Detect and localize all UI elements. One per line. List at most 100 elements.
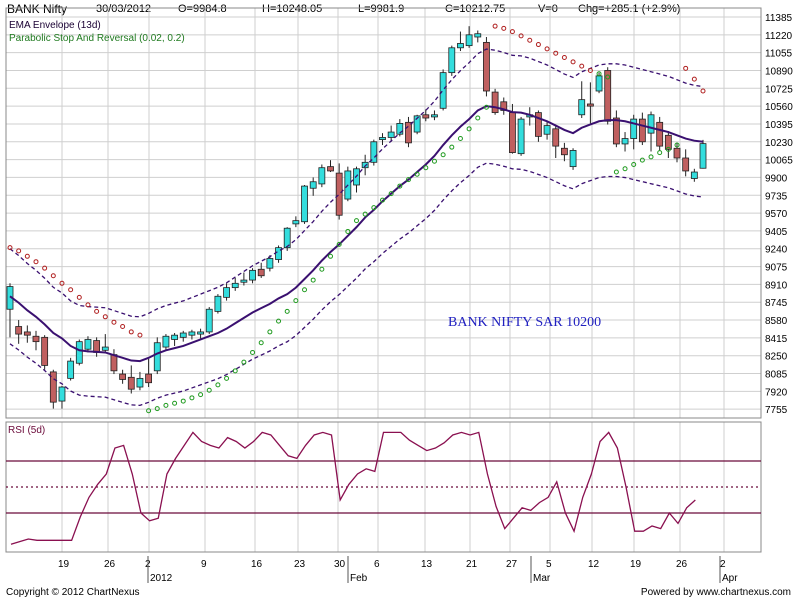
sar-dot-above [501,25,507,31]
candle [612,110,620,148]
candle-body-down [664,134,672,150]
candle-body-up [205,308,213,333]
candle [604,67,612,125]
envelope-lower [9,162,704,407]
candle [179,330,187,342]
candle [578,81,586,119]
date-tick-label: 6 [374,559,380,570]
main-plot-frame [5,7,762,419]
candle-body-up [387,131,395,138]
candle [379,133,386,146]
candle-body-up [699,143,707,169]
sar-dot-above [700,88,706,94]
candle [101,334,109,353]
candle [465,26,473,48]
sar-dots [7,23,706,414]
sar-dot-below [440,152,446,158]
candle-body-down [500,101,508,111]
candle [84,336,92,353]
candle-body-up [690,171,698,179]
candle [483,36,490,97]
candle [15,320,23,344]
sar-legend: Parabolic Stop And Reversal (0.02, 0.2) [9,33,185,44]
date-tick-label: 2 [720,559,726,570]
candle [205,307,213,335]
sar-dot-below [674,142,680,148]
candle [638,112,646,146]
chart-grid [6,8,761,552]
candle-body-up [197,331,204,335]
date-tick-label: 26 [676,559,688,570]
sar-dot-below [613,169,619,175]
candle-body-up [240,279,248,283]
sar-dot-above [50,273,56,279]
copyright-text: Copyright © 2012 ChartNexus [6,587,140,598]
close-label: C=10212.75 [445,3,506,15]
candle [361,154,369,176]
price-tick-label: 7755 [765,405,788,416]
sar-dot-above [518,33,524,39]
sar-dot-above [24,253,30,259]
candle-body-up [569,150,577,168]
candle-body-up [413,115,421,133]
price-tick-label: 11220 [765,31,793,42]
candle-body-up [630,118,638,139]
sar-dot-below [449,144,455,150]
candle-body-down [491,91,499,114]
sar-dot-below [405,177,411,183]
date-tick-label: 16 [251,559,263,570]
candle-body-up [361,161,369,169]
price-tick-label: 8580 [765,316,788,327]
price-tick-label: 8085 [765,370,788,381]
sar-dot-above [579,63,585,69]
candle [673,142,681,163]
candle-body-down [561,147,568,156]
ema-legend: EMA Envelope (13d) [9,20,101,31]
candle-body-up [448,47,456,74]
chart-annotation: BANK NIFTY SAR 10200 [448,315,602,330]
sar-dot-above [691,76,697,82]
sar-dot-below [293,298,299,304]
date-tick-label: 5 [546,559,552,570]
date-tick-label: 19 [58,559,70,570]
candle [32,330,40,351]
price-tick-label: 11385 [765,13,793,24]
powered-by-text: Powered by www.chartnexus.com [640,587,791,598]
month-label: Mar [533,573,551,584]
candle [41,335,49,370]
date-tick-label: 27 [506,559,518,570]
candle-body-up [231,282,239,289]
price-tick-label: 10065 [765,156,793,167]
candle-body-down [15,326,23,335]
candle [292,216,300,228]
candle-body-down [327,166,334,172]
date-axis: 1926291623306132127512192622012FebMarApr [58,556,738,584]
candle-body-up [318,167,326,185]
candle-body-down [483,41,490,92]
sar-dot-below [163,402,169,408]
candle-body-down [638,118,646,143]
candle [387,125,395,142]
candle [543,121,551,140]
sar-dot-above [76,294,82,300]
candle [309,177,317,196]
rsi-line [10,431,696,545]
price-tick-label: 10890 [765,66,793,77]
sar-dot-below [466,126,472,132]
price-tick-label: 10230 [765,138,793,149]
date-tick-label: 21 [466,559,478,570]
sar-dot-below [622,166,628,172]
candle-body-up [283,227,291,249]
sar-dot-below [215,382,221,388]
volume-label: V=0 [538,3,558,15]
rsi-series [10,431,696,545]
sar-dot-above [570,59,576,65]
date-tick-label: 26 [104,559,116,570]
sar-dot-below [475,115,481,121]
sar-dot-below [414,171,420,177]
sar-dot-below [596,71,602,77]
sar-dot-below [345,228,351,234]
candle [197,328,204,339]
candle [535,110,542,142]
